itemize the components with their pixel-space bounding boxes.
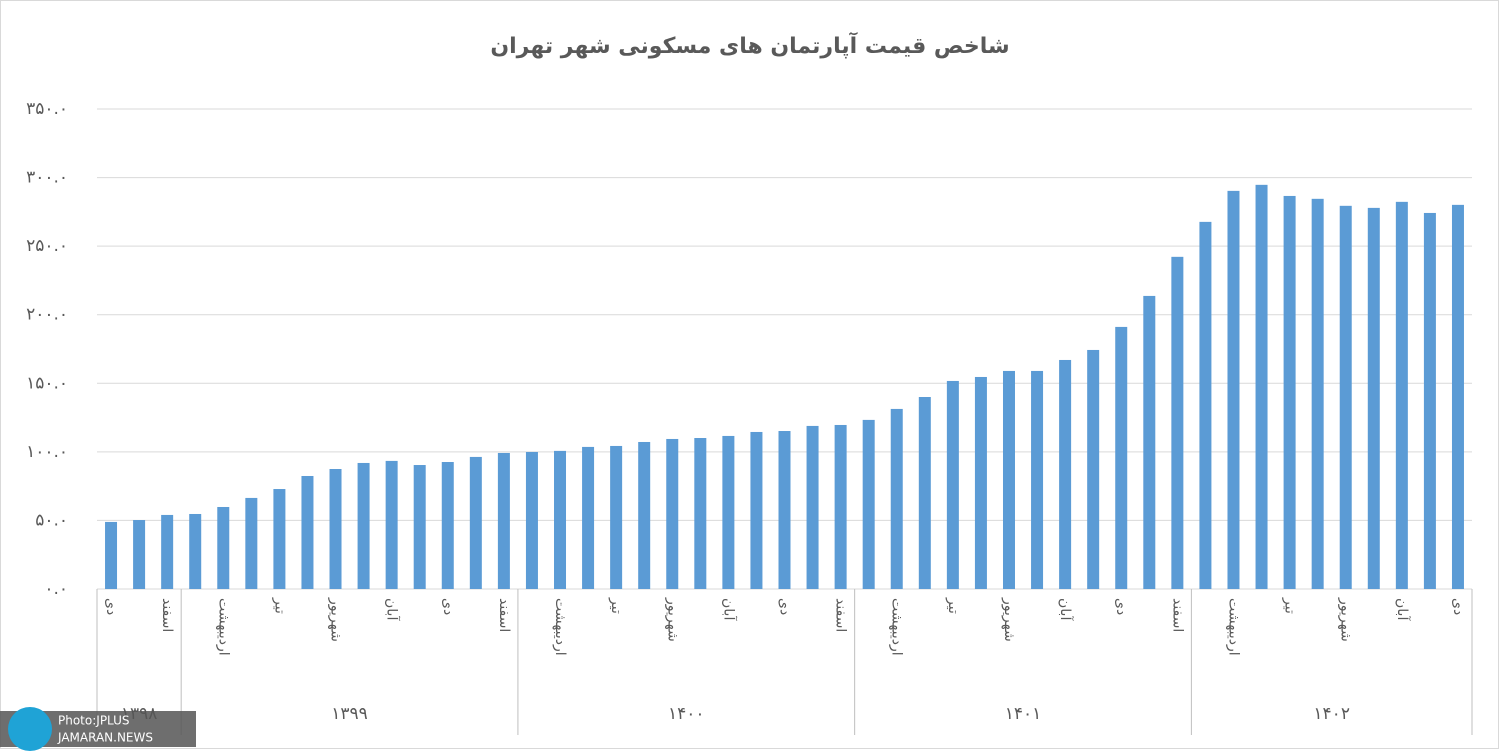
- watermark-logo: [8, 707, 52, 751]
- bar: [1339, 205, 1352, 589]
- bar: [1199, 221, 1212, 589]
- x-tick-label: تیر: [945, 597, 961, 614]
- x-tick-label: آبان: [1394, 598, 1411, 621]
- bar: [1367, 207, 1380, 589]
- bar: [385, 460, 398, 589]
- group-label: ۱۴۰۱: [1005, 704, 1042, 724]
- x-tick-label: شهریور: [664, 597, 680, 642]
- bar: [610, 445, 623, 589]
- bar: [497, 452, 510, 589]
- x-tick-label: اسفند: [496, 598, 512, 632]
- y-tick-label: ۱۵۰.۰: [26, 373, 68, 393]
- bar: [722, 435, 735, 589]
- x-tick-label: آبان: [720, 598, 737, 621]
- bar: [1115, 326, 1128, 589]
- bar: [778, 431, 791, 589]
- bar: [245, 497, 258, 589]
- x-tick-label: اردیبهشت: [215, 598, 231, 656]
- bar: [161, 514, 174, 589]
- bar: [750, 431, 763, 589]
- bar: [133, 520, 146, 589]
- bar: [834, 424, 847, 589]
- y-tick-label: ۳۰۰.۰: [26, 168, 68, 188]
- bar: [413, 465, 426, 589]
- bar: [862, 419, 875, 589]
- y-tick-label: ۱۰۰.۰: [26, 442, 68, 462]
- bar: [554, 450, 567, 589]
- bar: [1002, 370, 1015, 589]
- bar: [1031, 370, 1044, 589]
- x-tick-label: تیر: [1282, 597, 1298, 614]
- y-tick-label: ۰.۰: [44, 579, 68, 599]
- bar: [357, 462, 370, 589]
- bar: [1227, 190, 1240, 590]
- bar: [582, 446, 595, 589]
- bar: [638, 441, 651, 589]
- bar: [806, 425, 819, 589]
- bar: [1059, 359, 1072, 589]
- bar: [918, 397, 931, 589]
- x-tick-label: شهریور: [328, 597, 344, 642]
- bar: [1087, 349, 1100, 589]
- x-tick-label: دی: [777, 598, 793, 615]
- y-tick-label: ۳۵۰.۰: [26, 99, 68, 119]
- chart-title: شاخص قیمت آپارتمان های مسکونی شهر تهران: [490, 31, 1009, 59]
- bar: [273, 489, 286, 589]
- bar: [189, 513, 202, 589]
- x-tick-label: دی: [1450, 598, 1466, 615]
- bar: [1283, 195, 1296, 589]
- x-tick-label: آبان: [1057, 598, 1074, 621]
- x-tick-label: اردیبهشت: [1225, 598, 1241, 656]
- bar: [1311, 198, 1324, 590]
- watermark-text: JAMARAN.NEWS: [57, 731, 153, 745]
- y-tick-label: ۲۵۰.۰: [26, 236, 68, 256]
- watermark: Photo:JPLUS JAMARAN.NEWS: [0, 707, 196, 751]
- group-label: ۱۴۰۲: [1313, 704, 1350, 724]
- group-label: ۱۳۹۹: [331, 704, 368, 724]
- bar: [441, 462, 454, 589]
- x-tick-label: اردیبهشت: [552, 598, 568, 656]
- y-tick-label: ۲۰۰.۰: [26, 305, 68, 325]
- bar: [666, 438, 679, 589]
- bar: [329, 469, 342, 589]
- x-tick-label: تیر: [271, 597, 287, 614]
- x-tick-label: دی: [103, 598, 119, 615]
- bar: [105, 521, 118, 589]
- bar: [525, 451, 538, 589]
- bar: [1255, 184, 1268, 589]
- bar: [1423, 212, 1436, 589]
- bar: [217, 506, 230, 589]
- x-tick-label: شهریور: [1338, 597, 1354, 642]
- group-label: ۱۴۰۰: [668, 704, 705, 724]
- x-tick-label: اسفند: [159, 598, 175, 632]
- bar: [469, 456, 482, 589]
- bar: [974, 376, 987, 589]
- bar: [946, 380, 959, 589]
- bar: [1171, 256, 1184, 589]
- watermark-text: Photo:JPLUS: [58, 714, 130, 728]
- x-tick-label: دی: [1113, 598, 1129, 615]
- bar: [694, 438, 707, 589]
- y-tick-label: ۵۰.۰: [35, 510, 68, 530]
- x-tick-label: اردیبهشت: [889, 598, 905, 656]
- bar: [890, 408, 903, 589]
- bar: [1451, 204, 1464, 589]
- x-tick-label: شهریور: [1001, 597, 1017, 642]
- x-tick-label: آبان: [384, 598, 401, 621]
- x-tick-label: اسفند: [833, 598, 849, 632]
- bar: [301, 475, 314, 589]
- x-tick-label: تیر: [608, 597, 624, 614]
- x-tick-label: اسفند: [1169, 598, 1185, 632]
- bar: [1395, 201, 1408, 590]
- bar: [1143, 295, 1156, 589]
- x-tick-label: دی: [440, 598, 456, 615]
